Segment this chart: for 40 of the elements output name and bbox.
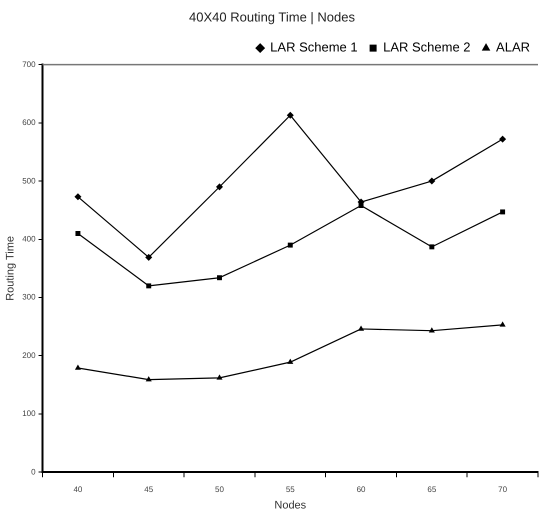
y-tick-label: 100: [22, 409, 36, 418]
point: [499, 136, 506, 143]
y-tick-label: 200: [22, 350, 36, 360]
y-tick-label: 600: [22, 118, 36, 128]
x-tick-label: 45: [144, 485, 154, 494]
point: [217, 275, 222, 280]
x-tick-label: 70: [498, 485, 508, 494]
point: [429, 244, 434, 250]
y-tick-label: 400: [22, 234, 36, 244]
point: [74, 193, 82, 200]
x-tick-label: 50: [215, 485, 224, 494]
point: [428, 178, 436, 185]
point: [288, 242, 293, 248]
point: [500, 209, 506, 214]
point: [145, 254, 152, 261]
legend-label: LAR Scheme 2: [383, 40, 471, 55]
x-tick-label: 60: [356, 485, 366, 494]
y-axis-title: Routing Time: [4, 236, 17, 301]
point: [500, 321, 506, 327]
x-tick-label: 65: [427, 485, 437, 494]
y-tick-label: 500: [22, 176, 36, 186]
point: [146, 376, 152, 382]
point: [216, 374, 223, 380]
point: [216, 183, 223, 190]
legend-label: ALAR: [496, 40, 530, 55]
x-tick-label: 40: [73, 485, 83, 494]
y-tick-label: 300: [22, 292, 36, 302]
x-tick-label: 55: [286, 485, 296, 494]
y-tick-label: 0: [31, 467, 36, 476]
point: [287, 358, 294, 364]
point: [358, 325, 364, 331]
chart-title: 40X40 Routing Time | Nodes: [189, 9, 356, 24]
point: [74, 364, 81, 370]
y-tick-label: 700: [22, 60, 36, 69]
point: [428, 327, 435, 332]
point: [286, 112, 294, 119]
point: [146, 283, 152, 288]
x-axis-title: Nodes: [274, 499, 307, 512]
point: [75, 230, 80, 236]
legend-label: LAR Scheme 1: [270, 40, 358, 55]
